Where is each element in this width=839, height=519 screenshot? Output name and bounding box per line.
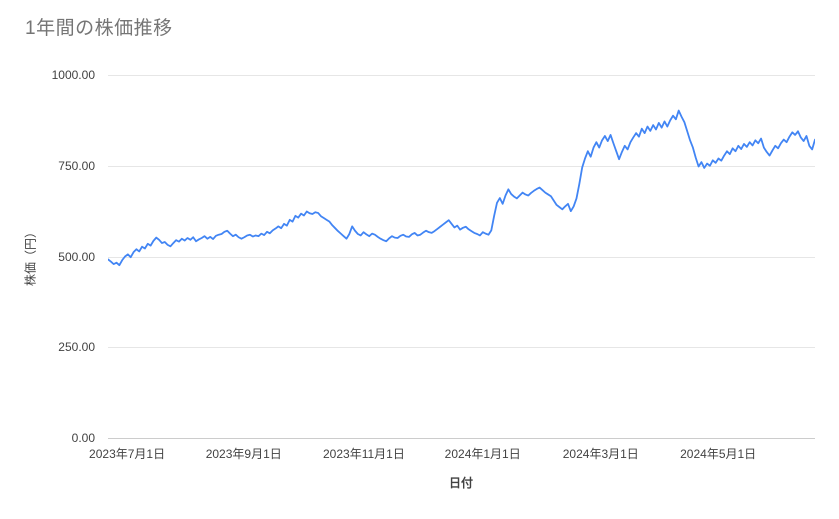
price-line-svg xyxy=(108,109,815,267)
x-tick-label: 2024年5月1日 xyxy=(680,447,757,461)
plot-area xyxy=(108,75,815,439)
x-tick-label: 2023年7月1日 xyxy=(89,447,166,461)
y-tick-label: 1000.00 xyxy=(51,68,95,82)
x-tick-label: 2023年9月1日 xyxy=(205,447,282,461)
y-tick-label: 250.00 xyxy=(58,340,95,355)
x-axis-title: 日付 xyxy=(448,476,474,490)
y-tick-label: 750.00 xyxy=(58,158,95,173)
gridline xyxy=(108,256,815,258)
gridline xyxy=(108,75,815,76)
x-tick-label: 2024年1月1日 xyxy=(444,447,521,461)
price-line xyxy=(108,109,815,267)
gridline xyxy=(108,165,815,167)
x-axis-line xyxy=(108,438,815,439)
gridline xyxy=(108,347,815,349)
y-tick-label: 0.00 xyxy=(71,431,95,445)
x-axis: 2023年7月1日 2023年9月1日 2023年11月1日 2024年1月1日… xyxy=(89,445,815,461)
chart-title: 1年間の株価推移 xyxy=(25,18,173,39)
y-tick-label: 500.00 xyxy=(58,249,95,264)
x-tick-label: 2023年11月1日 xyxy=(323,447,405,461)
x-tick-label: 2024年3月1日 xyxy=(562,447,639,461)
y-axis: 1000.00 750.00 500.00 250.00 0.00 xyxy=(0,68,100,445)
